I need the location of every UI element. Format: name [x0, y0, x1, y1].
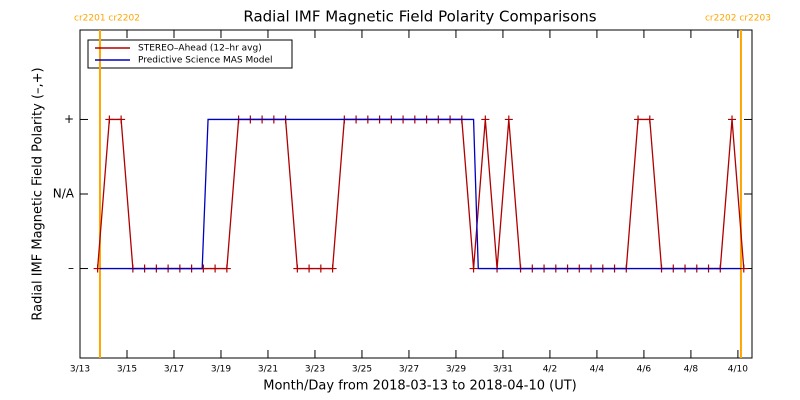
point-marker	[211, 264, 220, 273]
annotation-label: cr2202 cr2203	[705, 14, 771, 24]
point-marker	[316, 264, 325, 273]
point-marker	[645, 115, 654, 124]
x-axis-label: Month/Day from 2018-03-13 to 2018-04-10 …	[263, 379, 576, 394]
point-marker	[728, 115, 737, 124]
legend-box	[87, 39, 293, 69]
point-marker	[481, 115, 490, 124]
chart-title: Radial IMF Magnetic Field Polarity Compa…	[243, 8, 596, 26]
legend-label: STEREO–Ahead (12–hr avg)	[138, 44, 262, 54]
series-line	[99, 118, 741, 270]
series-line	[96, 118, 745, 270]
x-tick-label: 4/8	[684, 365, 699, 375]
x-tick-label: 4/10	[728, 365, 748, 375]
point-marker	[117, 115, 126, 124]
x-tick-label: 4/2	[543, 365, 557, 375]
point-marker	[739, 264, 748, 273]
x-tick-label: 3/21	[258, 365, 278, 375]
y-tick-label: –	[68, 261, 74, 275]
plot-frame	[79, 29, 753, 359]
point-marker	[293, 264, 302, 273]
x-tick-label: 4/6	[637, 365, 652, 375]
point-marker	[469, 264, 478, 273]
x-tick-label: 3/19	[211, 365, 231, 375]
y-tick-label: N/A	[53, 187, 75, 201]
point-marker	[105, 115, 114, 124]
x-tick-label: 3/15	[117, 365, 137, 375]
x-tick-label: 3/13	[70, 365, 90, 375]
legend-label: Predictive Science MAS Model	[138, 56, 273, 66]
point-marker	[222, 264, 231, 273]
x-tick-label: 3/25	[352, 365, 372, 375]
point-marker	[328, 264, 337, 273]
y-axis-label: Radial IMF Magnetic Field Polarity (–,+)	[31, 67, 46, 320]
x-tick-label: 4/4	[590, 365, 605, 375]
point-marker	[634, 115, 643, 124]
point-marker	[305, 264, 314, 273]
annotation-label: cr2201 cr2202	[74, 14, 140, 24]
y-tick-label: +	[64, 112, 74, 126]
x-tick-label: 3/17	[164, 365, 184, 375]
x-tick-label: 3/31	[493, 365, 513, 375]
x-tick-label: 3/27	[399, 365, 419, 375]
point-marker	[504, 115, 513, 124]
x-tick-label: 3/23	[305, 365, 325, 375]
x-tick-label: 3/29	[446, 365, 466, 375]
